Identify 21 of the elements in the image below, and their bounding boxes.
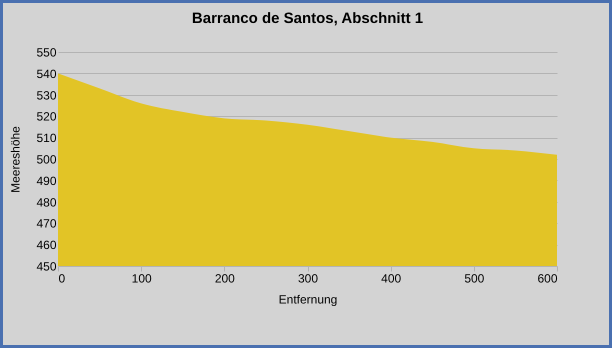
y-tick-label: 520 [36, 110, 57, 124]
y-axis-title: Meereshöhe [8, 126, 22, 193]
x-tick-label: 100 [132, 272, 152, 286]
y-tick-label: 490 [36, 174, 57, 188]
x-axis-title: Entfernung [278, 292, 338, 306]
y-tick-label: 450 [36, 260, 57, 274]
x-tick-label: 300 [298, 272, 318, 286]
x-tick-label: 600 [537, 272, 558, 286]
y-tick-label: 530 [36, 88, 57, 102]
y-tick-label: 510 [36, 131, 57, 146]
x-tick-label: 400 [381, 272, 402, 286]
x-tick-label: 500 [464, 272, 485, 286]
y-tick-label: 540 [36, 66, 57, 81]
y-tick-label: 470 [36, 216, 57, 231]
y-tick-label: 480 [36, 195, 57, 210]
y-tick-label: 500 [36, 152, 57, 166]
y-tick-label: 550 [36, 46, 57, 60]
chart-title: Barranco de Santos, Abschnitt 1 [192, 10, 424, 27]
y-tick-label: 460 [36, 238, 57, 252]
x-tick-label: 200 [214, 272, 236, 286]
x-tick-label: 0 [58, 272, 66, 286]
